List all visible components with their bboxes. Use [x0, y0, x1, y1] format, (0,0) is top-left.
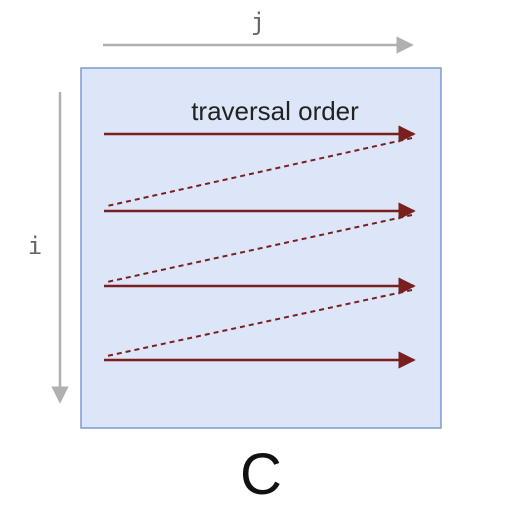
return-dashed-line [106, 289, 413, 357]
return-dashed-line [106, 137, 413, 207]
i-axis-label: i [28, 232, 42, 260]
matrix-c-label: C [240, 442, 282, 507]
j-axis-label: j [251, 8, 265, 36]
traversal-order-label: traversal order [191, 96, 359, 126]
return-dashed-line [106, 214, 413, 283]
